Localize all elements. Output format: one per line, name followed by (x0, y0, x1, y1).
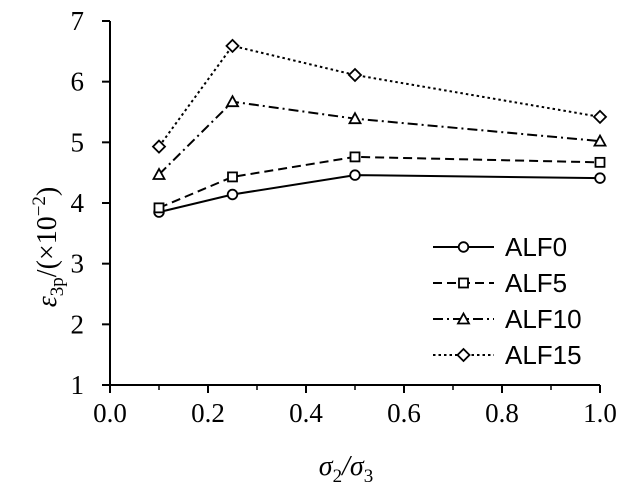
point-ALF10-1 (225, 94, 240, 108)
point-ALF5-2 (349, 151, 361, 163)
point-ALF10-3 (592, 133, 608, 147)
axes: 1 2 3 4 5 6 7 0.0 0.2 0.4 0.6 0.8 1.0 (71, 6, 617, 428)
legend-label-ALF5: ALF5 (505, 268, 567, 298)
series-line-ALF5 (158, 155, 601, 209)
legend-label-ALF10: ALF10 (505, 304, 582, 334)
legend-label-ALF0: ALF0 (505, 232, 567, 262)
point-ALF5-0 (153, 202, 165, 214)
point-ALF10-0 (151, 167, 167, 180)
y-tick-label-4: 4 (71, 188, 85, 218)
legend-marker-ALF0 (457, 241, 470, 253)
legend-marker-ALF10 (456, 311, 471, 325)
legend-label-ALF15: ALF15 (505, 340, 582, 370)
x-tick-label-0.2: 0.2 (191, 398, 225, 428)
point-ALF0-1 (226, 188, 239, 201)
point-ALF0-3 (594, 172, 606, 184)
x-tick-label-1.0: 1.0 (583, 398, 617, 428)
y-axis-title: ε3p/(×10−2) (29, 187, 68, 308)
y-tick-label-5: 5 (71, 127, 85, 157)
point-ALF15-3 (592, 109, 608, 125)
x-axis-title: σ2/σ3 (319, 451, 373, 487)
x-tick-label-0.6: 0.6 (387, 398, 421, 428)
series-line-ALF10 (158, 100, 601, 176)
point-ALF15-0 (151, 139, 167, 154)
y-tick-label-3: 3 (71, 249, 85, 279)
point-ALF15-1 (225, 38, 240, 54)
series-line-ALF0 (158, 174, 601, 214)
point-ALF0-2 (349, 169, 361, 181)
series-markers (151, 38, 608, 218)
x-tick-label-0.8: 0.8 (485, 398, 519, 428)
y-tick-label-2: 2 (71, 309, 85, 339)
series-lines (158, 44, 601, 214)
point-ALF5-3 (594, 156, 606, 168)
series-line-ALF15 (158, 44, 601, 148)
legend-marker-ALF5 (458, 277, 469, 289)
x-tick-label-0.4: 0.4 (289, 398, 323, 428)
point-ALF10-2 (347, 111, 363, 125)
y-tick-label-1: 1 (71, 370, 85, 400)
legend: ALF0 ALF5 ALF10 ALF15 (433, 232, 582, 370)
y-tick-label-6: 6 (71, 67, 85, 97)
point-ALF5-1 (227, 171, 238, 183)
legend-marker-ALF15 (456, 347, 471, 363)
x-tick-label-0.0: 0.0 (93, 398, 127, 428)
y-tick-label-7: 7 (71, 6, 85, 36)
point-ALF15-2 (347, 67, 363, 83)
